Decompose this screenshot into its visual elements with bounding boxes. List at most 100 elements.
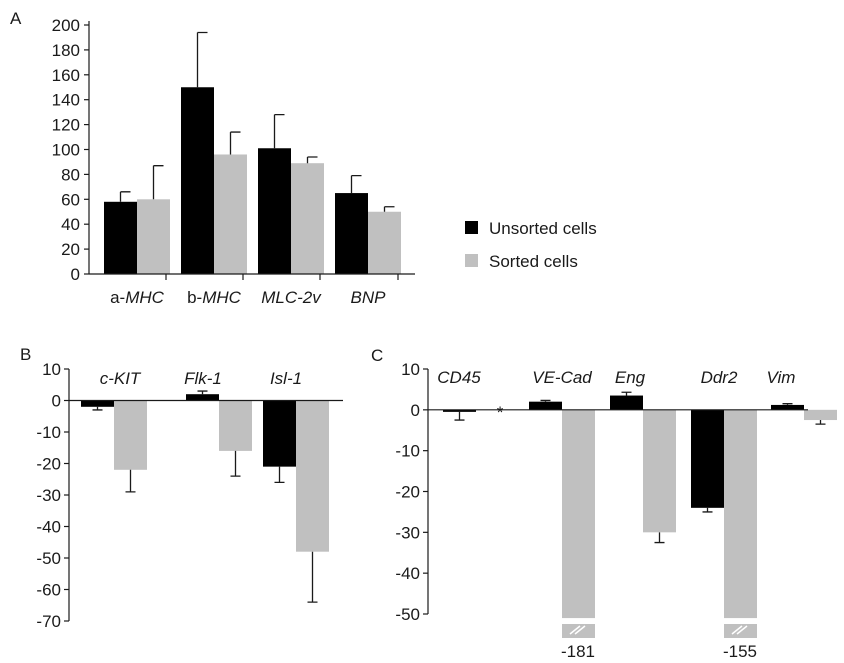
error-bar-a-0-0 [119, 191, 131, 202]
y-tick-label-a: 40 [61, 215, 80, 234]
y-tick-label-b: -50 [36, 549, 61, 568]
error-bar-b-0-0 [92, 406, 103, 411]
legend: Unsorted cells Sorted cells [465, 219, 597, 271]
bar-a-sorted-1 [214, 154, 247, 274]
category-label-c-3: Ddr2 [701, 368, 738, 387]
not-detected-asterisk: * [497, 403, 504, 422]
legend-label-unsorted: Unsorted cells [489, 219, 597, 238]
bar-a-unsorted-2 [258, 148, 291, 274]
error-bar-a-0-3 [350, 174, 362, 194]
y-tick-label-b: -20 [36, 455, 61, 474]
panel-a-label: A [10, 9, 22, 28]
y-tick-label-b: -10 [36, 423, 61, 442]
bar-b-sorted-0 [114, 400, 147, 470]
error-bar-c-1-4 [815, 420, 826, 425]
bar-b-sorted-2 [296, 400, 329, 552]
y-tick-label-c: -50 [395, 605, 420, 624]
y-tick-label-a: 160 [52, 66, 80, 85]
y-tick-label-b: -40 [36, 518, 61, 537]
y-tick-label-b: -30 [36, 486, 61, 505]
panel-c-chart: C 10 0 -10 -20 -30 -40 -50 CD45 VE-Cad Eng Ddr2 Vi… [371, 346, 837, 661]
bar-c-unsorted-2 [610, 395, 643, 410]
error-bar-a-0-2 [273, 113, 285, 149]
y-tick-label-b: 0 [52, 392, 61, 411]
category-label-c-2: Eng [615, 368, 646, 387]
y-tick-label-a: 20 [61, 240, 80, 259]
y-tick-label-c: -40 [395, 564, 420, 583]
y-tick-label-c: 0 [411, 401, 420, 420]
axis-break-mark-1 [569, 625, 586, 635]
error-bar-c-0-2 [621, 391, 632, 396]
error-bar-b-1-0 [125, 469, 136, 493]
error-bar-c-1-2 [654, 532, 665, 544]
bar-a-unsorted-0 [104, 201, 137, 274]
legend-label-sorted: Sorted cells [489, 252, 578, 271]
error-bar-a-1-0 [152, 165, 164, 200]
bar-c-sorted-4 [804, 409, 837, 421]
panel-b-label: B [20, 345, 31, 364]
error-bar-b-1-1 [230, 450, 241, 477]
error-bar-a-0-1 [196, 31, 208, 88]
y-tick-label-c: -20 [395, 483, 420, 502]
category-label-a-2: MLC-2v [261, 288, 322, 307]
bar-c-unsorted-4 [771, 404, 804, 410]
y-tick-label-a: 0 [71, 265, 80, 284]
bar-c-unsorted-0 [443, 409, 476, 412]
panel-b-chart: B 10 0 -10 -20 -30 -40 -50 -60 -70 c-KIT Flk-1 Isl… [20, 345, 343, 631]
legend-swatch-sorted [465, 254, 478, 267]
bar-c-sorted-3 [724, 409, 757, 619]
bar-b-unsorted-2 [263, 400, 296, 467]
category-label-c-4: Vim [767, 368, 796, 387]
category-label-b-0: c-KIT [100, 369, 142, 388]
bar-a-sorted-0 [137, 199, 170, 274]
error-bar-c-0-4 [782, 403, 793, 405]
y-tick-label-a: 140 [52, 91, 80, 110]
y-tick-label-b: 10 [42, 360, 61, 379]
error-bar-a-1-1 [229, 131, 241, 155]
category-label-a-0: a-MHC [110, 288, 165, 307]
error-bar-b-1-2 [307, 551, 318, 603]
category-label-c-0: CD45 [437, 368, 481, 387]
panel-c-label: C [371, 346, 383, 365]
error-bar-b-0-1 [197, 390, 208, 395]
bar-c-sorted-2 [643, 409, 676, 533]
y-tick-label-a: 180 [52, 41, 80, 60]
bar-c-unsorted-3 [691, 409, 724, 508]
axis-break-mark-3 [731, 625, 748, 635]
bar-a-unsorted-1 [181, 87, 214, 274]
y-tick-label-a: 60 [61, 190, 80, 209]
bar-c-sorted-1 [562, 409, 595, 619]
category-label-a-3: BNP [351, 288, 387, 307]
category-label-b-1: Flk-1 [184, 369, 222, 388]
y-tick-label-a: 200 [52, 16, 80, 35]
category-label-b-2: Isl-1 [270, 369, 302, 388]
bar-a-sorted-2 [291, 163, 324, 274]
bar-b-sorted-1 [219, 400, 252, 451]
error-bar-c-0-1 [540, 399, 551, 402]
y-tick-label-b: -70 [36, 612, 61, 631]
bar-b-unsorted-0 [81, 400, 114, 407]
y-tick-label-a: 120 [52, 116, 80, 135]
break-value-label-1: -155 [723, 642, 757, 661]
error-bar-c-0-3 [702, 507, 713, 513]
legend-swatch-unsorted [465, 221, 478, 234]
bar-a-unsorted-3 [335, 193, 368, 274]
y-tick-label-c: -30 [395, 523, 420, 542]
y-tick-label-a: 80 [61, 165, 80, 184]
error-bar-a-1-2 [306, 156, 318, 164]
bar-b-unsorted-1 [186, 394, 219, 401]
error-bar-a-1-3 [383, 206, 395, 212]
y-tick-label-a: 100 [52, 141, 80, 160]
error-bar-b-0-2 [274, 466, 285, 484]
bar-c-unsorted-1 [529, 401, 562, 410]
y-tick-label-c: -10 [395, 442, 420, 461]
category-label-a-1: b-MHC [187, 288, 242, 307]
bar-a-sorted-3 [368, 211, 401, 274]
panel-a-chart: A 0 20 40 60 80 100 120 140 160 180 200 a-MHC b-MHC… [10, 9, 415, 307]
category-label-c-1: VE-Cad [532, 368, 592, 387]
y-tick-label-c: 10 [401, 360, 420, 379]
error-bar-c-0-0 [454, 411, 465, 421]
break-value-label-0: -181 [561, 642, 595, 661]
y-tick-label-b: -60 [36, 581, 61, 600]
